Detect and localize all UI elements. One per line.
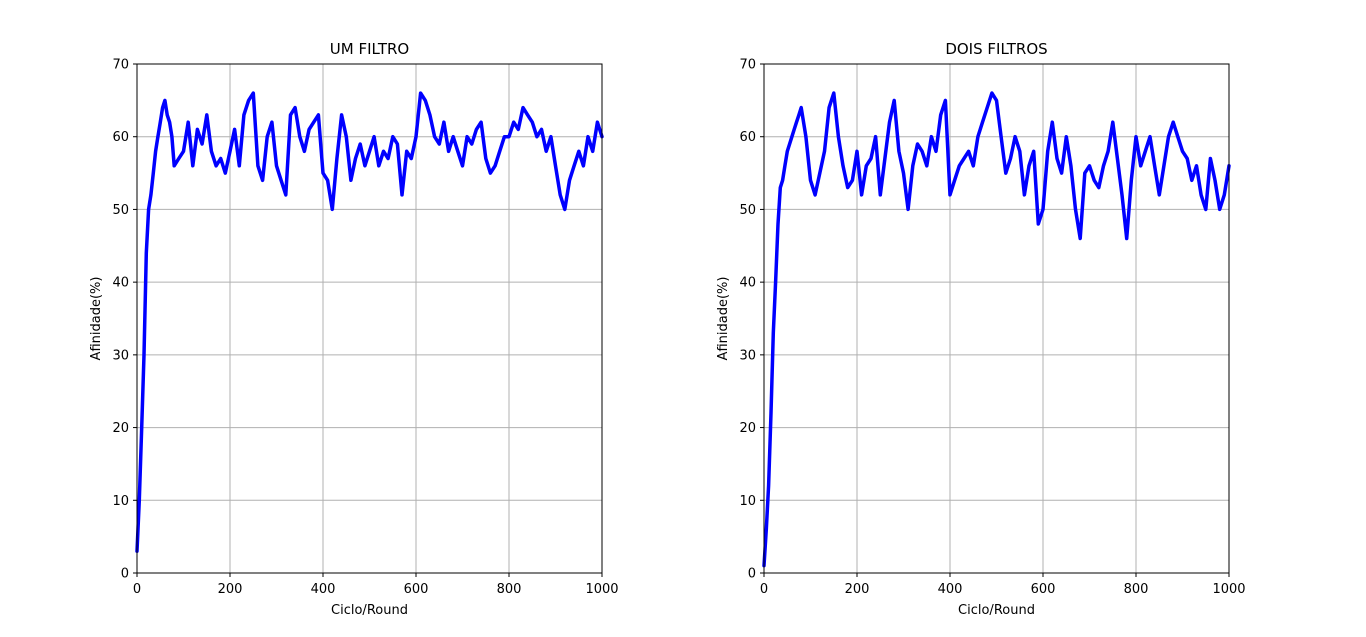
- grid-lines: [763, 63, 1230, 574]
- y-tick-label: 40: [739, 276, 756, 291]
- x-tick-label: 800: [497, 582, 522, 597]
- chart-title: UM FILTRO: [330, 40, 409, 58]
- x-tick-label: 200: [845, 582, 870, 597]
- y-tick-label: 0: [748, 567, 756, 582]
- y-tick-label: 50: [739, 203, 756, 218]
- x-axis-label: Ciclo/Round: [958, 603, 1035, 618]
- y-tick-label: 70: [739, 58, 756, 73]
- series-line: [135, 91, 604, 553]
- x-tick-label: 0: [133, 582, 141, 597]
- y-tick-label: 40: [112, 276, 129, 291]
- x-tick-label: 800: [1124, 582, 1149, 597]
- plot-frame: [763, 63, 1230, 574]
- x-tick-label: 0: [760, 582, 768, 597]
- x-axis-label: Ciclo/Round: [331, 603, 408, 618]
- chart-title: DOIS FILTROS: [945, 40, 1047, 58]
- x-tick-label: 400: [938, 582, 963, 597]
- y-tick-label: 0: [121, 567, 129, 582]
- x-tick-label: 600: [1031, 582, 1056, 597]
- tick-layer: 0 200 400 600 800 1000 0 10 20 30 40 50 60 70: [112, 58, 618, 598]
- y-tick-label: 20: [112, 421, 129, 436]
- y-tick-label: 70: [112, 58, 129, 73]
- y-tick-label: 50: [112, 203, 129, 218]
- plot-frame: [136, 63, 603, 574]
- x-tick-label: 600: [404, 582, 429, 597]
- series-line: [762, 91, 1231, 568]
- y-tick-label: 30: [739, 348, 756, 363]
- y-tick-label: 60: [739, 130, 756, 145]
- y-tick-label: 20: [739, 421, 756, 436]
- grid-lines: [136, 63, 603, 574]
- x-tick-label: 1000: [1212, 582, 1245, 597]
- chart-um-filtro: 0 200 400 600 800 1000 0 10 20 30 40 50 60 70 UM FILT…: [89, 40, 619, 618]
- y-axis-label: Afinidade(%): [89, 277, 104, 361]
- y-tick-label: 30: [112, 348, 129, 363]
- tick-layer: 0 200 400 600 800 1000 0 10 20 30 40 50 60 70: [739, 58, 1245, 598]
- x-tick-label: 400: [311, 582, 336, 597]
- y-tick-label: 60: [112, 130, 129, 145]
- y-tick-label: 10: [739, 494, 756, 509]
- chart-dois-filtros: 0 200 400 600 800 1000 0 10 20 30 40 50 60 70 DOIS FI…: [716, 40, 1246, 618]
- y-tick-label: 10: [112, 494, 129, 509]
- x-tick-label: 200: [218, 582, 243, 597]
- y-axis-label: Afinidade(%): [716, 277, 731, 361]
- x-tick-label: 1000: [585, 582, 618, 597]
